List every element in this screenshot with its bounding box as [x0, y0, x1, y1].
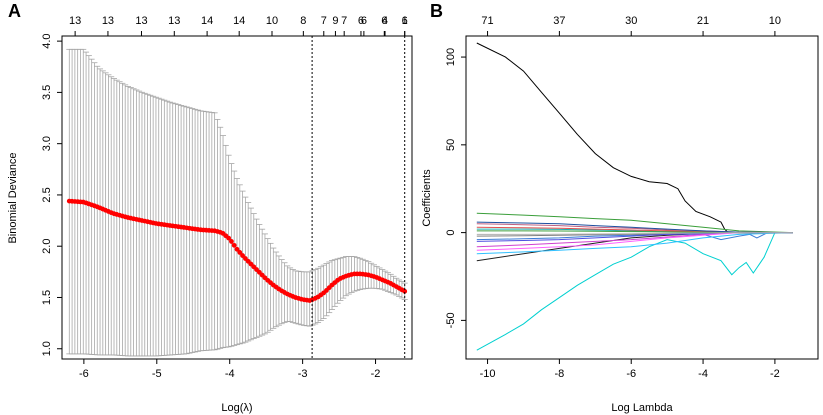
panel-b-path-13	[476, 232, 793, 251]
panel-a-top-tick-label: 14	[201, 15, 213, 27]
panel-a-y-tick-label: 3.5	[41, 85, 53, 100]
panel-b-path-2	[476, 232, 793, 351]
panel-b-top-tick-label: 21	[697, 15, 709, 27]
panel-a-x-tick-label: -2	[371, 368, 381, 380]
panel-a-point	[234, 246, 240, 252]
panel-b-x-tick-label: -6	[626, 368, 636, 380]
panel-a-vertical-lines	[311, 36, 406, 359]
panel-a-x-tick-label: -4	[225, 368, 235, 380]
panel-a-y-tick-label: 1.0	[41, 341, 53, 356]
panel-b-coefficient-paths	[476, 42, 793, 351]
panel-b-y-axis-label: Coefficients	[421, 169, 433, 227]
panel-a-point	[229, 239, 234, 244]
panel-b-path-3	[476, 212, 793, 234]
panel-b-top-tick-label: 71	[481, 15, 493, 27]
panel-a-x-tick-label: -3	[298, 368, 308, 380]
panel-a-points	[66, 198, 408, 303]
panel-a-y-tick-label: 2.5	[41, 187, 53, 202]
panel-a-top-tick-label: 7	[321, 15, 327, 27]
panel-a-x-axis-label: Log(λ)	[221, 402, 252, 414]
panel-a-point	[231, 242, 237, 248]
panel-a-top-tick-label: 10	[266, 15, 278, 27]
panel-a-letter: A	[8, 1, 21, 21]
panel-b-letter: B	[430, 1, 443, 21]
panel-b-y-ticks: -50 0 50 100	[445, 48, 466, 328]
panel-b-top-tick-label: 30	[625, 15, 637, 27]
panel-a-x-ticks: -6 -5 -4 -3 -2	[79, 359, 380, 380]
panel-a-top-tick-label: 1	[402, 15, 408, 27]
panel-a-point	[226, 235, 232, 241]
panel-a-x-tick-label: -6	[79, 368, 89, 380]
panel-a-top-tick-label: 14	[233, 15, 245, 27]
panel-a-errorbars	[66, 48, 408, 357]
panel-b-x-ticks: -10 -8 -6 -4 -2	[480, 359, 780, 380]
panel-a-top-tick-label: 8	[300, 15, 306, 27]
panel-b-path-12	[476, 232, 793, 255]
panel-b-path-15	[476, 221, 793, 234]
panel-a-y-tick-label: 1.5	[41, 290, 53, 305]
panel-a-point	[237, 250, 243, 255]
panel-a-chart: A -6 -5 -4 -3 -2 1.0 1.5 2.0 2.5 3.0 3.5 4.0 13 13 1…	[7, 1, 413, 414]
panel-a-top-tick-label: 13	[69, 15, 81, 27]
panel-b-x-tick-label: -10	[480, 368, 496, 380]
panel-a-top-tick-label: 13	[102, 15, 114, 27]
panel-b-y-tick-label: -50	[445, 312, 457, 328]
panel-a-top-tick-label: 13	[135, 15, 147, 27]
panel-a-point	[402, 288, 408, 294]
panel-a-top-tick-label: 9	[332, 15, 338, 27]
panel-b-x-tick-label: -2	[770, 368, 780, 380]
panel-b-path-1	[476, 42, 739, 234]
panel-b-x-tick-label: -4	[698, 368, 708, 380]
panel-b-chart: B -10 -8 -6 -4 -2 -50 0 50 100 71 37 30 21 10 Log L…	[421, 1, 819, 414]
panel-b-top-axis-labels: 71 37 30 21 10	[481, 15, 781, 36]
panel-a-y-tick-label: 2.0	[41, 239, 53, 254]
panel-b-top-tick-label: 10	[769, 15, 781, 27]
panel-a-x-tick-label: -5	[152, 368, 162, 380]
panel-b-x-axis-label: Log Lambda	[611, 402, 673, 414]
panel-a-top-tick-label: 6	[358, 15, 364, 27]
panel-a-top-tick-label: 13	[168, 15, 180, 27]
panel-b-x-tick-label: -8	[554, 368, 564, 380]
panel-a-top-tick-label: 7	[341, 15, 347, 27]
panel-b-path-16	[476, 232, 793, 235]
panel-b-y-tick-label: 50	[445, 139, 457, 151]
panel-a-top-tick-label: 6	[402, 15, 408, 27]
panel-a-y-ticks: 1.0 1.5 2.0 2.5 3.0 3.5 4.0	[41, 33, 62, 356]
panel-b-y-tick-label: 0	[445, 230, 457, 236]
panel-a-y-tick-label: 4.0	[41, 33, 53, 48]
panel-a-top-tick-label: 4	[382, 15, 388, 27]
panel-b-plot-frame	[465, 35, 819, 360]
panel-b-top-tick-label: 37	[553, 15, 565, 27]
panel-a-top-tick-label: 6	[361, 15, 367, 27]
panel-a-top-tick-label: 6	[381, 15, 387, 27]
panel-a-y-axis-label: Binomial Deviance	[7, 152, 19, 243]
panel-a-plot-frame	[61, 35, 413, 360]
panel-a-top-axis-labels: 13 13 13 13 14 14 10 8 7 7 6 6 69 6 4 1	[69, 15, 408, 36]
panel-b-y-tick-label: 100	[445, 48, 457, 66]
panel-a-y-tick-label: 3.0	[41, 136, 53, 151]
